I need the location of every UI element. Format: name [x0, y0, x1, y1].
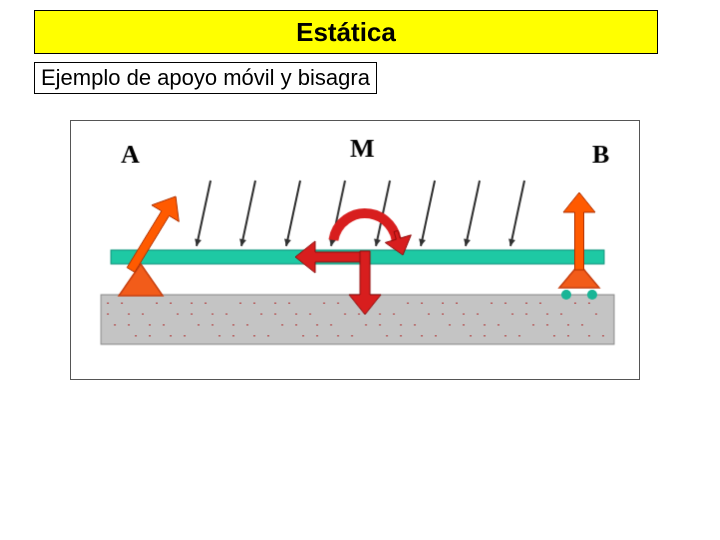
diagram	[70, 120, 640, 380]
title-text: Estática	[296, 17, 396, 48]
diagram-canvas	[70, 120, 640, 380]
subtitle-text: Ejemplo de apoyo móvil y bisagra	[41, 65, 370, 90]
subtitle-box: Ejemplo de apoyo móvil y bisagra	[34, 62, 377, 94]
title-bar: Estática	[34, 10, 658, 54]
slide: Estática Ejemplo de apoyo móvil y bisagr…	[0, 0, 720, 540]
